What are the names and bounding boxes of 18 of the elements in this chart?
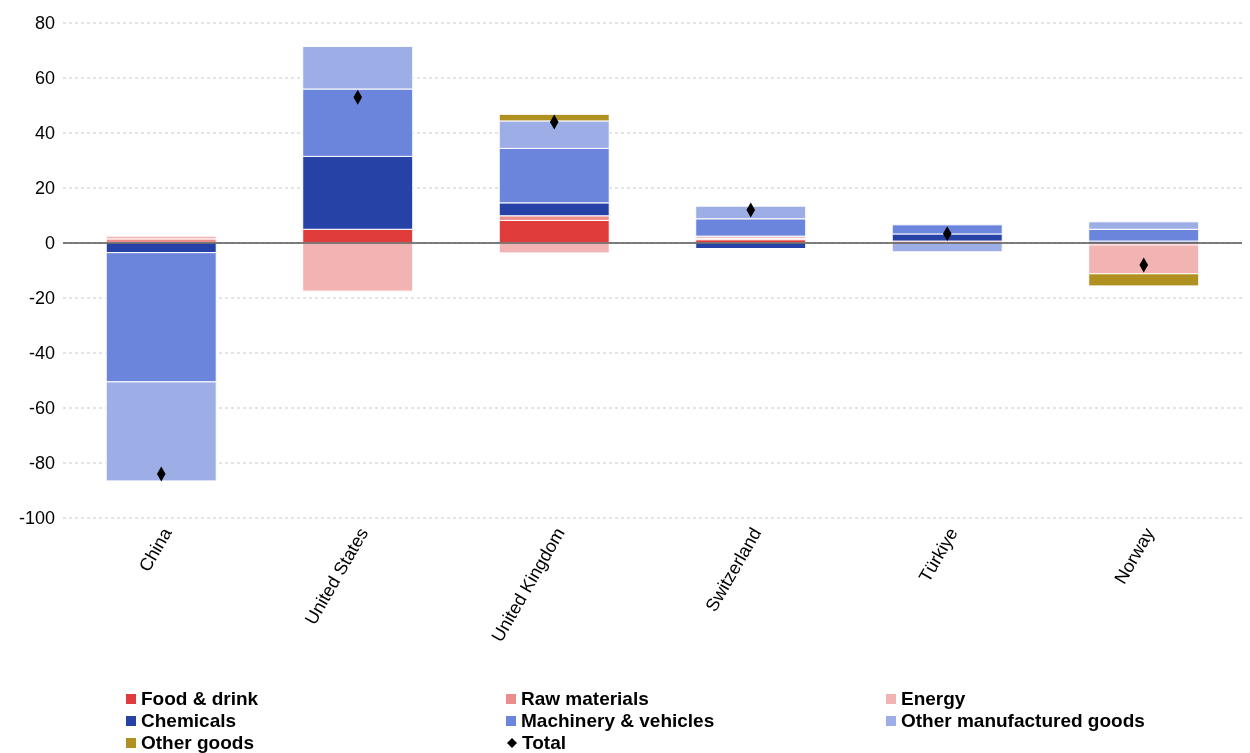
legend-label: Other manufactured goods (901, 710, 1145, 732)
y-tick-label: 80 (34, 13, 55, 34)
legend-label: Total (522, 732, 566, 753)
y-tick-label: -40 (28, 343, 55, 364)
legend-label: Raw materials (521, 688, 649, 710)
legend-label: Food & drink (141, 688, 259, 710)
y-tick-label: -100 (18, 508, 55, 529)
legend-label: Chemicals (141, 710, 237, 732)
y-tick-label: -20 (28, 288, 55, 309)
y-tick-label: 0 (44, 233, 55, 254)
y-tick-label: -80 (28, 453, 55, 474)
y-tick-label: 60 (34, 68, 55, 89)
y-tick-label: 20 (34, 178, 55, 199)
y-tick-label: 40 (34, 123, 55, 144)
legend-label: Energy (901, 688, 966, 710)
y-tick-label: -60 (28, 398, 55, 419)
legend-label: Other goods (141, 732, 254, 753)
legend-label: Machinery & vehicles (521, 710, 715, 732)
